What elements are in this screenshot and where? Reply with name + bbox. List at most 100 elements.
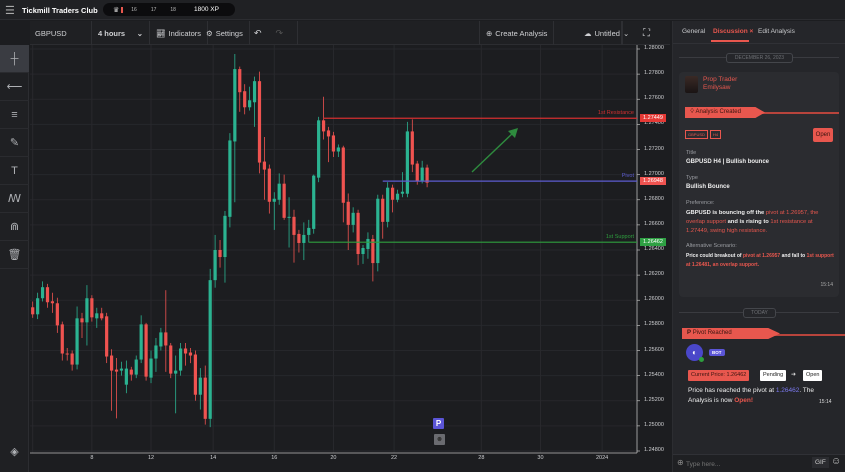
candle-body bbox=[317, 120, 321, 178]
timeframe-tag: H4 bbox=[710, 130, 722, 139]
trophy-icon: ♛ bbox=[113, 6, 120, 14]
menu-icon[interactable]: ☰ bbox=[5, 5, 15, 17]
x-tick-label: 12 bbox=[147, 455, 155, 461]
bot-marker-icon[interactable]: ☻ bbox=[434, 434, 445, 445]
candle-body bbox=[312, 175, 316, 229]
candle-body bbox=[351, 212, 355, 225]
pivot-reached-banner: P Pivot Reached bbox=[682, 328, 780, 339]
message-time: 15:14 bbox=[820, 282, 833, 288]
history-controls: ↶ ↷ bbox=[248, 21, 298, 45]
tab-edit-analysis[interactable]: Edit Analysis bbox=[758, 28, 795, 35]
trend-arrow-head bbox=[508, 128, 518, 138]
level-name: Pivot bbox=[621, 173, 634, 180]
drawing-toolbar: ┼ ⟵ ≡ ✎ T ꟿ ⋒ 🗑︎ ◈ bbox=[0, 45, 29, 472]
layout-save-select[interactable]: ☁ Untitled ⌄ bbox=[578, 21, 629, 45]
trash-icon[interactable]: 🗑︎ bbox=[0, 241, 29, 269]
candle-body bbox=[90, 298, 94, 318]
emoji-icon[interactable]: ☺ bbox=[831, 456, 842, 467]
create-analysis-button[interactable]: ⊕ Create Analysis bbox=[479, 21, 555, 45]
open-status: Open bbox=[803, 370, 823, 381]
pivot-marker-icon[interactable]: P bbox=[433, 418, 444, 429]
pivot-icon: P bbox=[687, 330, 692, 336]
redo-icon[interactable]: ↷ bbox=[275, 27, 284, 38]
settings-label: Settings bbox=[215, 28, 243, 38]
y-tick-label: 1.24800 bbox=[644, 447, 664, 453]
crosshair-icon[interactable]: ┼ bbox=[0, 45, 29, 73]
x-tick-label: 14 bbox=[210, 455, 217, 461]
fullscreen-icon: ⛶ bbox=[643, 27, 650, 39]
candle-body bbox=[400, 191, 405, 194]
y-tick-label: 1.25600 bbox=[644, 346, 664, 353]
candle-body bbox=[248, 100, 252, 108]
brush-icon[interactable]: ✎ bbox=[0, 129, 29, 157]
candle-body bbox=[390, 187, 395, 200]
x-tick-label: 16 bbox=[271, 455, 278, 461]
bot-message: Price has reached the pivot at 1.26462. … bbox=[688, 387, 815, 404]
y-tick-label: 1.25200 bbox=[644, 396, 664, 403]
candle-body bbox=[105, 316, 109, 357]
candle-body bbox=[371, 238, 375, 264]
pending-status: Pending bbox=[760, 370, 787, 381]
candle-body bbox=[395, 193, 400, 200]
candle-body bbox=[272, 198, 276, 202]
add-attachment-icon[interactable]: ⊕ bbox=[677, 458, 684, 467]
candle-body bbox=[252, 81, 257, 103]
y-tick-label: 1.26400 bbox=[644, 246, 664, 252]
symbol-selector[interactable]: GBPUSD bbox=[30, 21, 92, 45]
candle-body bbox=[203, 377, 207, 419]
author-name[interactable]: Emilysaw bbox=[703, 84, 731, 91]
tab-general[interactable]: General bbox=[682, 28, 706, 35]
candle-body bbox=[60, 324, 64, 354]
price-chart[interactable] bbox=[0, 0, 672, 472]
text-icon[interactable]: T bbox=[0, 157, 29, 185]
candle-body bbox=[307, 227, 311, 235]
candle-body bbox=[40, 287, 45, 299]
current-price-badge: Current Price: 1.26462 bbox=[688, 370, 750, 381]
symbol-tag: GBPUSD bbox=[685, 130, 708, 139]
layers-icon[interactable]: ◈ bbox=[10, 445, 19, 458]
level-label: 16 bbox=[131, 6, 137, 13]
candle-body bbox=[159, 332, 163, 347]
candle-body bbox=[257, 81, 262, 163]
create-analysis-label: Create Analysis bbox=[495, 28, 548, 38]
y-tick-label: 1.27200 bbox=[644, 145, 664, 152]
horizontal-line-icon[interactable]: ⟵ bbox=[0, 73, 29, 101]
settings-button[interactable]: ⚙ Settings bbox=[200, 21, 250, 45]
tab-discussion-label: Discussion bbox=[713, 28, 748, 35]
undo-icon[interactable]: ↶ bbox=[254, 27, 262, 38]
fib-arc-icon[interactable]: ⋒ bbox=[0, 213, 29, 241]
parallel-lines-icon[interactable]: ≡ bbox=[0, 101, 29, 129]
alt-scenario-text: Price could breakout of pivot at 1.26957… bbox=[686, 253, 834, 268]
layout-name: Untitled bbox=[594, 28, 620, 38]
divider bbox=[773, 334, 845, 336]
pattern-icon[interactable]: ꟿ bbox=[0, 185, 29, 213]
indicators-button[interactable]: 📈︎ Indicators bbox=[150, 21, 209, 45]
candle-body bbox=[154, 345, 158, 359]
candle-body bbox=[277, 183, 281, 200]
candle-body bbox=[188, 352, 193, 356]
close-tab-icon[interactable]: × bbox=[749, 28, 754, 35]
level-label: 18 bbox=[170, 6, 176, 13]
online-indicator bbox=[699, 357, 704, 362]
candle-body bbox=[233, 69, 237, 142]
level-price-tag: 1.26462 bbox=[640, 238, 666, 247]
xp-progress: ♛ 16 17 18 1800 XP bbox=[103, 3, 235, 16]
candle-body bbox=[410, 131, 414, 165]
gif-button[interactable]: GIF bbox=[812, 457, 829, 468]
y-tick-label: 1.25800 bbox=[644, 321, 664, 328]
interval-select[interactable]: 4 hours ⌄ bbox=[92, 21, 150, 45]
candle-body bbox=[109, 355, 114, 371]
analysis-created-banner: 💡︎ Analysis Created bbox=[685, 107, 765, 118]
plus-circle-icon: ⊕ bbox=[486, 28, 493, 38]
candle-body bbox=[302, 234, 306, 243]
xp-fill bbox=[121, 6, 124, 13]
fullscreen-button[interactable]: ⛶ bbox=[622, 21, 670, 45]
title-label: Title bbox=[686, 150, 697, 156]
candle-body bbox=[179, 348, 183, 371]
active-tab-indicator bbox=[711, 40, 749, 42]
tab-discussion[interactable]: Discussion × bbox=[713, 28, 753, 35]
date-separator: DECEMBER 26, 2023 bbox=[726, 53, 793, 63]
open-status-button[interactable]: Open bbox=[813, 128, 833, 142]
message-input[interactable] bbox=[686, 458, 806, 470]
candle-body bbox=[356, 212, 360, 255]
